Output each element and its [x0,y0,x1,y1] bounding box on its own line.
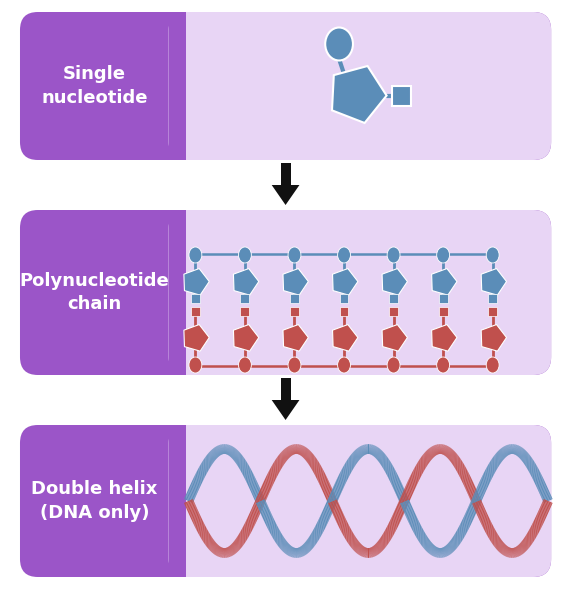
Text: Double helix
(DNA only): Double helix (DNA only) [31,480,157,522]
Bar [389,294,398,303]
Bar [241,294,250,303]
Ellipse shape [337,357,350,373]
Bar [191,307,200,316]
Polygon shape [272,400,299,420]
Bar [290,294,299,303]
Text: Polynucleotide
chain: Polynucleotide chain [19,272,169,313]
Bar [169,210,186,375]
Bar [439,294,448,303]
Bar [241,307,250,316]
Polygon shape [333,269,358,295]
FancyBboxPatch shape [20,425,551,577]
Ellipse shape [437,247,449,263]
Polygon shape [272,185,299,205]
Ellipse shape [288,247,301,263]
Text: Single
nucleotide: Single nucleotide [41,65,148,107]
Ellipse shape [486,357,499,373]
Polygon shape [432,269,457,295]
Ellipse shape [189,247,202,263]
Bar [340,294,349,303]
FancyBboxPatch shape [20,12,551,160]
Bar [439,307,448,316]
Ellipse shape [387,357,400,373]
Ellipse shape [325,27,353,60]
Polygon shape [283,269,308,295]
Ellipse shape [486,247,499,263]
Polygon shape [233,269,259,295]
Ellipse shape [337,247,350,263]
Bar [488,294,497,303]
Polygon shape [333,324,358,351]
Bar [191,294,200,303]
Polygon shape [382,269,408,295]
Ellipse shape [238,247,251,263]
Ellipse shape [387,247,400,263]
Ellipse shape [238,357,251,373]
Ellipse shape [288,357,301,373]
Bar [389,307,398,316]
Polygon shape [332,66,387,123]
Polygon shape [481,324,507,351]
Bar [281,163,290,185]
Bar [290,307,299,316]
Polygon shape [382,324,408,351]
Polygon shape [481,269,507,295]
Ellipse shape [437,357,449,373]
FancyBboxPatch shape [169,425,551,577]
FancyBboxPatch shape [169,12,551,160]
Bar [281,378,290,400]
Bar [169,425,186,577]
Polygon shape [184,269,209,295]
Bar [488,307,497,316]
Bar [340,307,349,316]
FancyBboxPatch shape [169,210,551,375]
Polygon shape [432,324,457,351]
Polygon shape [283,324,308,351]
Polygon shape [233,324,259,351]
Bar [392,86,411,105]
FancyBboxPatch shape [20,210,551,375]
Polygon shape [184,324,209,351]
Ellipse shape [189,357,202,373]
Bar [169,12,186,160]
